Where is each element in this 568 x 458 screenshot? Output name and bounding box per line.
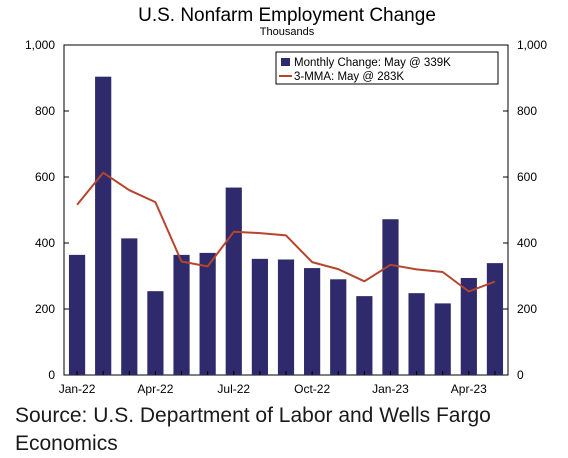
bar [199, 252, 216, 375]
x-tick-label: Jan-23 [372, 382, 409, 396]
mma-line [76, 171, 496, 293]
chart-subtitle: Thousands [260, 26, 315, 38]
bar [408, 293, 425, 375]
x-tick-label: Jan-22 [59, 382, 96, 396]
bar [277, 259, 295, 375]
y-tick-label-left: 1,000 [25, 38, 55, 52]
bar [173, 254, 190, 375]
bar [304, 268, 321, 375]
y-tick-label-right: 800 [517, 104, 537, 118]
y-tick-label-left: 0 [48, 368, 55, 382]
y-tick-label-right: 1,000 [517, 38, 547, 52]
bar [460, 277, 477, 375]
y-tick-label-right: 0 [517, 368, 524, 382]
x-tick-label: Apr-22 [137, 382, 173, 396]
bar [356, 296, 373, 375]
x-tick-label: Apr-23 [451, 382, 487, 396]
y-tick-label-right: 200 [517, 302, 537, 316]
employment-chart: U.S. Nonfarm Employment Change Thousands… [25, 5, 547, 396]
y-tick-label-right: 400 [517, 236, 537, 250]
bar [95, 76, 112, 376]
bar [382, 219, 399, 375]
x-tick-label: Jul-22 [217, 382, 250, 396]
bar [486, 263, 504, 375]
y-tick-label-right: 600 [517, 170, 537, 184]
plot-area: 0 0 200 200 400 400 600 600 800 800 1,000 1,000 Jan-… [25, 38, 547, 396]
x-tick-label: Oct-22 [294, 382, 330, 396]
chart-title: U.S. Nonfarm Employment Change [138, 5, 436, 26]
bar [330, 279, 347, 375]
legend-label-bar: Monthly Change: May @ 339K [294, 57, 451, 69]
bar [251, 258, 268, 375]
y-tick-label-left: 200 [35, 302, 55, 316]
bar [68, 254, 86, 375]
bar [147, 291, 164, 375]
bar [225, 187, 242, 375]
source-note: Source: U.S. Department of Labor and Wel… [15, 404, 491, 455]
legend-swatch-bar [281, 58, 290, 66]
y-tick-label-left: 400 [35, 236, 55, 250]
y-tick-label-left: 600 [35, 170, 55, 184]
legend-label-line: 3-MMA: May @ 283K [294, 71, 404, 83]
y-tick-label-left: 800 [35, 104, 55, 118]
bar [121, 238, 138, 375]
legend-box [275, 51, 499, 85]
bar [434, 303, 451, 375]
